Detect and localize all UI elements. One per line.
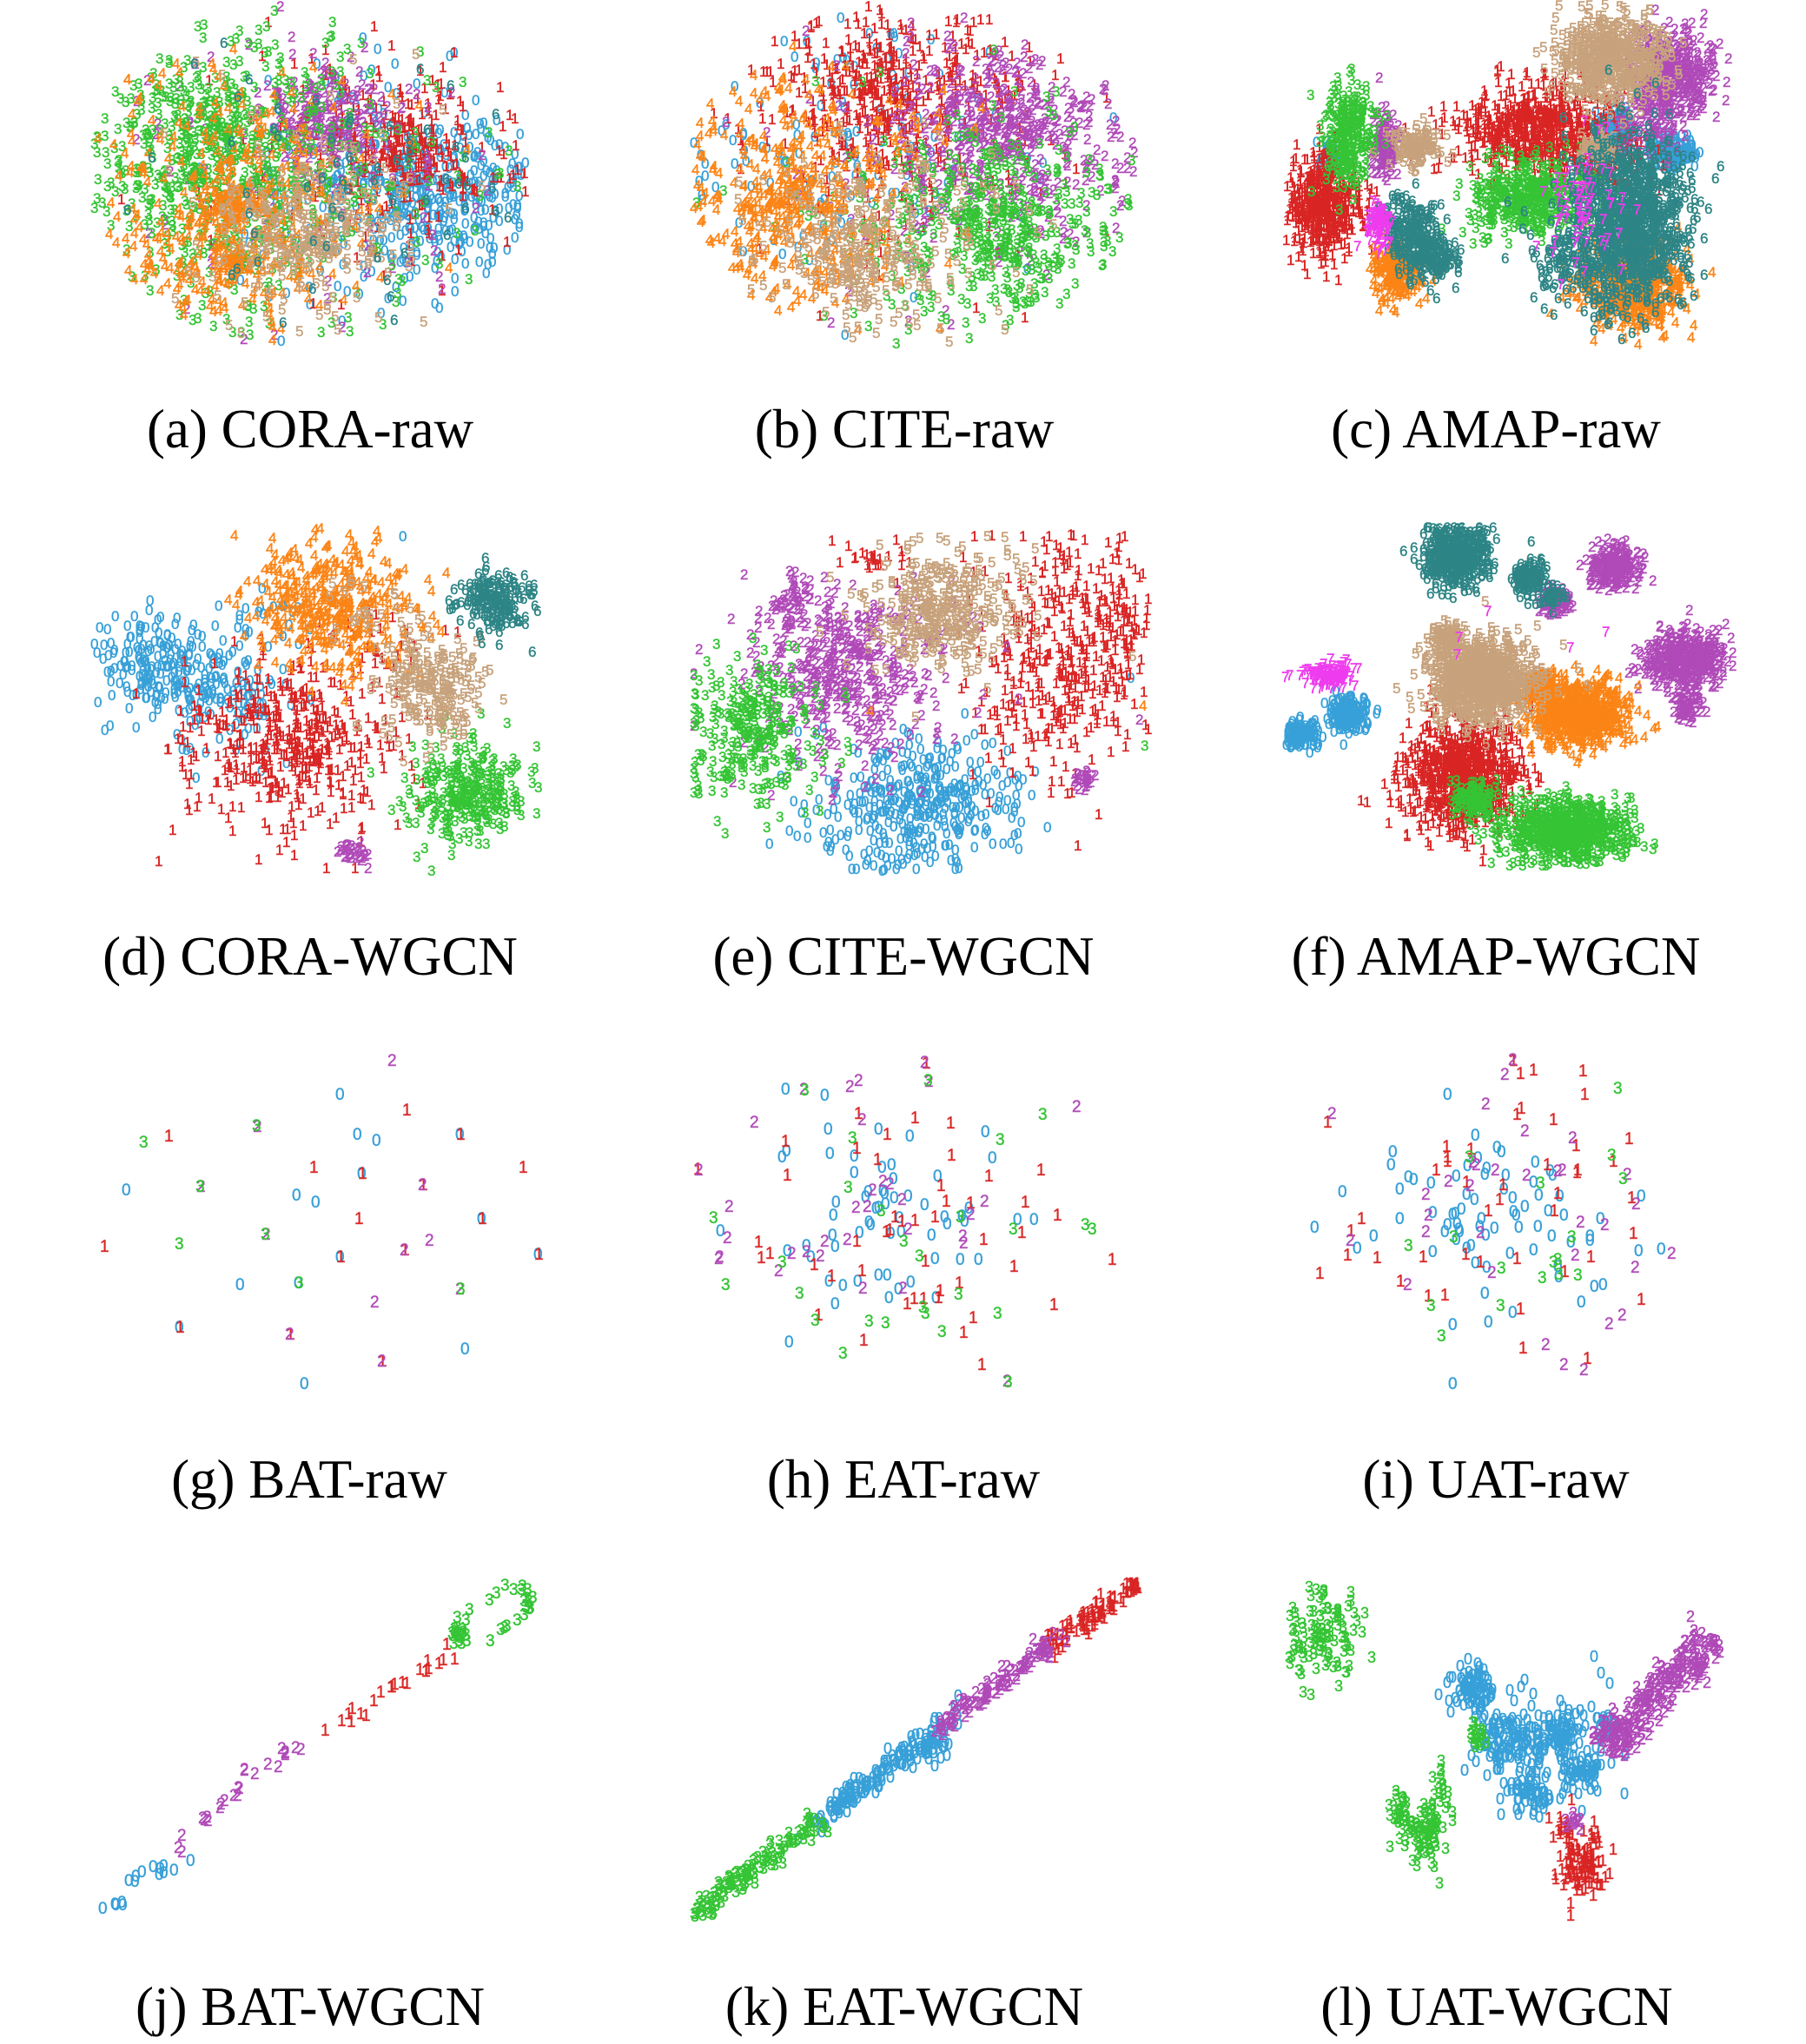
svg-text:(d) CORA-WGCN: (d) CORA-WGCN (103, 926, 518, 987)
svg-text:(c) AMAP-raw: (c) AMAP-raw (1331, 399, 1661, 460)
svg-text:(a) CORA-raw: (a) CORA-raw (147, 399, 474, 460)
svg-text:(h) EAT-raw: (h) EAT-raw (767, 1449, 1041, 1510)
svg-text:(e) CITE-WGCN: (e) CITE-WGCN (712, 926, 1094, 987)
svg-text:(f) AMAP-WGCN: (f) AMAP-WGCN (1292, 926, 1701, 987)
svg-text:(j) BAT-WGCN: (j) BAT-WGCN (136, 1976, 485, 2037)
svg-text:(i) UAT-raw: (i) UAT-raw (1362, 1449, 1630, 1510)
svg-text:(l) UAT-WGCN: (l) UAT-WGCN (1320, 1976, 1672, 2037)
svg-text:(k) EAT-WGCN: (k) EAT-WGCN (725, 1976, 1083, 2037)
svg-text:(b) CITE-raw: (b) CITE-raw (755, 399, 1055, 460)
svg-text:(g) BAT-raw: (g) BAT-raw (171, 1449, 447, 1510)
